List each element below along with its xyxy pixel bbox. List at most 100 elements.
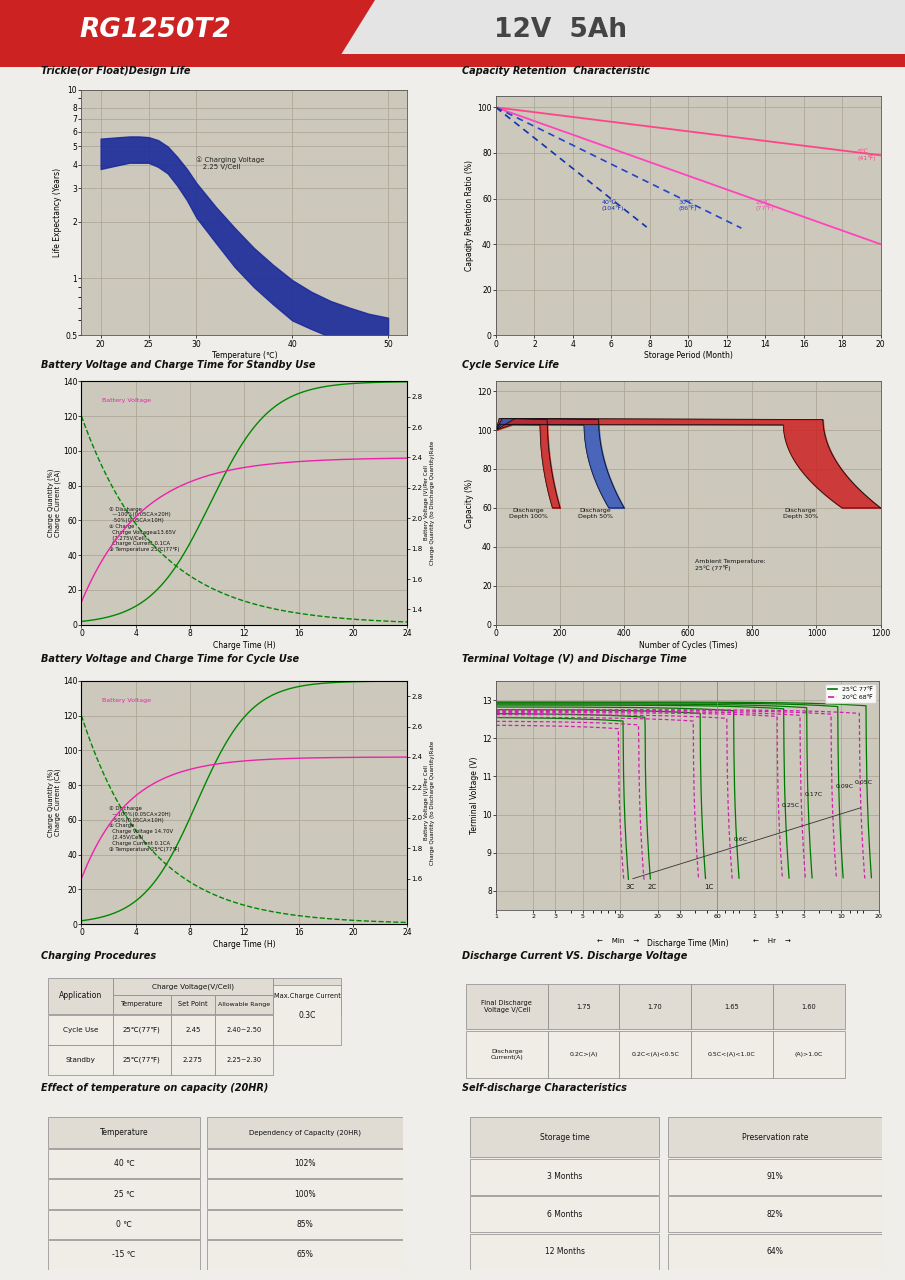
FancyBboxPatch shape [48, 1240, 200, 1270]
Text: (A)>1.0C: (A)>1.0C [795, 1052, 823, 1057]
Text: Battery Voltage and Charge Time for Cycle Use: Battery Voltage and Charge Time for Cycl… [41, 654, 299, 664]
Polygon shape [0, 0, 905, 56]
FancyBboxPatch shape [48, 1116, 200, 1148]
Text: 25 ℃: 25 ℃ [114, 1189, 134, 1198]
Text: Charge Voltage(V/Cell): Charge Voltage(V/Cell) [152, 983, 233, 989]
Charge Qty [371, 375, 382, 390]
Line: Charge Qty: Charge Qty [81, 381, 407, 622]
Text: 2.40~2.50: 2.40~2.50 [226, 1027, 262, 1033]
FancyBboxPatch shape [470, 1234, 660, 1270]
Charge Qty [275, 394, 286, 410]
FancyBboxPatch shape [113, 995, 170, 1014]
X-axis label: Storage Period (Month): Storage Period (Month) [643, 351, 733, 360]
Text: 5℃
(41℉): 5℃ (41℉) [858, 150, 876, 161]
FancyBboxPatch shape [170, 1044, 215, 1075]
FancyBboxPatch shape [48, 1210, 200, 1239]
FancyBboxPatch shape [668, 1234, 882, 1270]
Charge Qty [402, 374, 413, 389]
Polygon shape [0, 54, 905, 67]
X-axis label: Number of Cycles (Times): Number of Cycles (Times) [639, 640, 738, 649]
Text: 85%: 85% [297, 1220, 313, 1229]
Text: Preservation rate: Preservation rate [742, 1133, 808, 1142]
Y-axis label: Life Expectancy (Years): Life Expectancy (Years) [53, 168, 62, 257]
Y-axis label: Capacity (%): Capacity (%) [465, 479, 474, 527]
Text: 40 ℃: 40 ℃ [114, 1160, 134, 1169]
Y-axis label: Battery Voltage (V)/Per Cell
Charge Quantity (to Discharge Quantity)Rate: Battery Voltage (V)/Per Cell Charge Quan… [424, 440, 435, 566]
FancyBboxPatch shape [466, 984, 548, 1029]
Text: 6 Months: 6 Months [547, 1210, 582, 1219]
X-axis label: Charge Time (H): Charge Time (H) [213, 940, 276, 948]
Text: 38: 38 [465, 246, 473, 251]
FancyBboxPatch shape [48, 1044, 113, 1075]
Legend: 25℃ 77℉, 20℃ 68℉: 25℃ 77℉, 20℃ 68℉ [825, 684, 876, 703]
Text: 1.75: 1.75 [576, 1004, 591, 1010]
Text: Dependency of Capacity (20HR): Dependency of Capacity (20HR) [249, 1129, 361, 1135]
Text: 25℃
(77℉): 25℃ (77℉) [756, 200, 775, 211]
Text: 2.25~2.30: 2.25~2.30 [226, 1057, 262, 1062]
FancyBboxPatch shape [668, 1158, 882, 1194]
Text: 1.70: 1.70 [648, 1004, 662, 1010]
Charge Qty [270, 398, 281, 413]
Text: 25℃(77℉): 25℃(77℉) [123, 1027, 161, 1033]
Text: Battery Voltage: Battery Voltage [101, 698, 151, 703]
Text: 0 ℃: 0 ℃ [116, 1220, 132, 1229]
FancyBboxPatch shape [48, 978, 113, 1014]
X-axis label: Charge Time (H): Charge Time (H) [213, 640, 276, 649]
Text: Battery Voltage and Charge Time for Standby Use: Battery Voltage and Charge Time for Stan… [41, 360, 315, 370]
Text: ① Discharge
  —100%(0.05CA×20H)
  ·50%(0.05CA×10H)
② Charge
  Charge Voltage 14.: ① Discharge —100%(0.05CA×20H) ·50%(0.05C… [109, 806, 179, 851]
FancyBboxPatch shape [548, 1032, 619, 1078]
FancyBboxPatch shape [272, 986, 341, 1044]
Y-axis label: Charge Quantity (%)
Charge Current (CA): Charge Quantity (%) Charge Current (CA) [47, 768, 62, 837]
FancyBboxPatch shape [691, 984, 773, 1029]
Text: Terminal Voltage (V) and Discharge Time: Terminal Voltage (V) and Discharge Time [462, 654, 686, 664]
Text: Temperature: Temperature [100, 1128, 148, 1137]
Charge Qty [76, 614, 87, 630]
Text: 40℃
(104℉): 40℃ (104℉) [602, 200, 624, 211]
FancyBboxPatch shape [466, 1032, 548, 1078]
Text: Cycle Service Life: Cycle Service Life [462, 360, 558, 370]
Text: 0.3C: 0.3C [299, 1011, 316, 1020]
Text: ←    Min    →: ← Min → [597, 937, 640, 943]
Text: Standby: Standby [66, 1057, 96, 1062]
Text: 12 Months: 12 Months [545, 1247, 585, 1256]
FancyBboxPatch shape [113, 978, 272, 995]
Text: 1C: 1C [705, 884, 714, 890]
Text: 2.45: 2.45 [186, 1027, 201, 1033]
Text: Trickle(or Float)Design Life: Trickle(or Float)Design Life [41, 65, 190, 76]
Text: Discharge
Depth 30%: Discharge Depth 30% [783, 508, 818, 518]
Text: 82%: 82% [767, 1210, 784, 1219]
FancyBboxPatch shape [668, 1197, 882, 1233]
Text: Allowable Range: Allowable Range [218, 1002, 270, 1007]
FancyBboxPatch shape [170, 995, 215, 1014]
FancyBboxPatch shape [215, 1015, 272, 1044]
Text: 3 Months: 3 Months [547, 1172, 582, 1181]
FancyBboxPatch shape [215, 995, 272, 1014]
Text: 0.2C<(A)<0.5C: 0.2C<(A)<0.5C [631, 1052, 679, 1057]
FancyBboxPatch shape [470, 1197, 660, 1233]
FancyBboxPatch shape [48, 1179, 200, 1208]
Text: 65%: 65% [297, 1251, 313, 1260]
Text: Self-discharge Characteristics: Self-discharge Characteristics [462, 1083, 626, 1093]
Y-axis label: Charge Quantity (%)
Charge Current (CA): Charge Quantity (%) Charge Current (CA) [47, 468, 62, 538]
Text: 12V  5Ah: 12V 5Ah [493, 17, 626, 44]
FancyBboxPatch shape [619, 984, 691, 1029]
Text: 0.5C<(A)<1.0C: 0.5C<(A)<1.0C [708, 1052, 756, 1057]
FancyBboxPatch shape [470, 1158, 660, 1194]
Text: Final Discharge
Voltage V/Cell: Final Discharge Voltage V/Cell [481, 1000, 532, 1012]
Text: Battery Voltage: Battery Voltage [101, 398, 151, 403]
FancyBboxPatch shape [691, 1032, 773, 1078]
Text: -15 ℃: -15 ℃ [112, 1251, 136, 1260]
Text: 3C: 3C [625, 884, 634, 890]
FancyBboxPatch shape [207, 1116, 403, 1148]
Text: 64%: 64% [767, 1247, 784, 1256]
Text: 0.25C: 0.25C [782, 803, 800, 808]
Text: ① Charging Voltage
   2.25 V/Cell: ① Charging Voltage 2.25 V/Cell [196, 156, 265, 170]
Text: Temperature: Temperature [120, 1001, 163, 1007]
FancyBboxPatch shape [48, 1015, 113, 1044]
Text: Max.Charge Current: Max.Charge Current [273, 993, 340, 998]
FancyBboxPatch shape [113, 1015, 170, 1044]
Text: Ambient Temperature:
25℃ (77℉): Ambient Temperature: 25℃ (77℉) [695, 559, 766, 571]
FancyBboxPatch shape [113, 1044, 170, 1075]
Text: Set Point: Set Point [178, 1001, 207, 1007]
Text: Discharge Current VS. Discharge Voltage: Discharge Current VS. Discharge Voltage [462, 951, 687, 961]
